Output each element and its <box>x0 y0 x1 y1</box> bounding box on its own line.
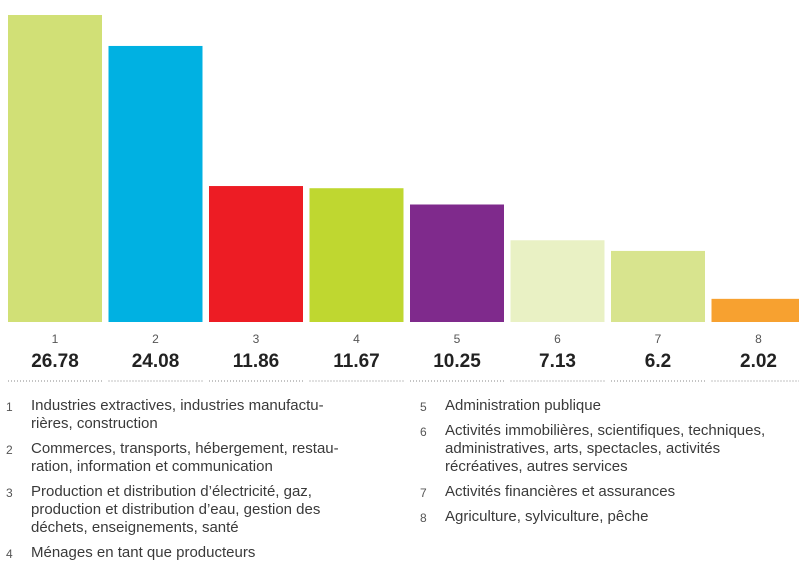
legend-label: Agriculture, sylviculture, pêche <box>445 508 649 525</box>
legend-number: 5 <box>420 400 427 414</box>
legend-number: 1 <box>6 400 13 414</box>
category-label: 5 <box>454 332 461 346</box>
legend-item-1: 1 Industries extractives, industries man… <box>6 397 396 433</box>
value-label: 6.2 <box>645 351 671 372</box>
bar-chart: 1 26.78 2 24.08 3 11.86 4 11.67 5 10.25 6 7.13 7 6.2 8… <box>8 15 799 382</box>
bar-2 <box>108 45 203 322</box>
legend-item-5: 5 Administration publique <box>420 397 799 415</box>
bar-8 <box>711 298 799 322</box>
legend-label: Activités financières et assurances <box>445 483 676 500</box>
value-label: 10.25 <box>433 351 481 372</box>
category-label: 7 <box>655 332 662 346</box>
legend-item-8: 8 Agriculture, sylviculture, pêche <box>420 508 799 526</box>
bar-6 <box>510 240 605 322</box>
category-label: 3 <box>253 332 260 346</box>
bar-7 <box>611 250 705 322</box>
legend-number: 4 <box>6 547 13 561</box>
legend-number: 2 <box>6 443 13 457</box>
legend-number: 7 <box>420 486 427 500</box>
legend-number: 8 <box>420 511 427 525</box>
value-label: 11.67 <box>333 351 380 372</box>
legend-item-3: 3 Production et distribution d’électrici… <box>6 483 396 537</box>
legend-item-2: 2 Commerces, transports, hébergement, re… <box>6 440 396 476</box>
legend-label: Commerces, transports, hébergement, rest… <box>31 440 339 475</box>
legend-label: Administration publique <box>445 397 601 414</box>
category-label: 8 <box>755 332 762 346</box>
legend-right: 5 Administration publique 6 Activités im… <box>420 397 799 533</box>
category-label: 2 <box>152 332 159 346</box>
value-label: 11.86 <box>233 351 280 372</box>
value-label: 26.78 <box>31 351 79 372</box>
value-label: 7.13 <box>539 351 576 372</box>
legend-number: 6 <box>420 425 427 439</box>
legend-number: 3 <box>6 486 13 500</box>
legend-label: Activités immobilières, scientifiques, t… <box>445 422 766 475</box>
bar-5 <box>410 204 504 322</box>
category-label: 1 <box>52 332 59 346</box>
legend-label: Industries extractives, industries manuf… <box>31 397 324 432</box>
bar-1 <box>8 15 102 322</box>
legend-left: 1 Industries extractives, industries man… <box>6 397 396 569</box>
value-label: 24.08 <box>132 351 180 372</box>
legend-item-7: 7 Activités financières et assurances <box>420 483 799 501</box>
legend-item-4: 4 Ménages en tant que producteurs <box>6 544 396 562</box>
category-label: 4 <box>353 332 360 346</box>
legend-item-6: 6 Activités immobilières, scientifiques,… <box>420 422 799 476</box>
legend-label: Ménages en tant que producteurs <box>31 544 256 561</box>
value-label: 2.02 <box>740 351 777 372</box>
bar-3 <box>209 186 303 322</box>
legend-label: Production et distribution d’électricité… <box>31 483 321 536</box>
bar-4 <box>309 188 404 322</box>
category-label: 6 <box>554 332 561 346</box>
